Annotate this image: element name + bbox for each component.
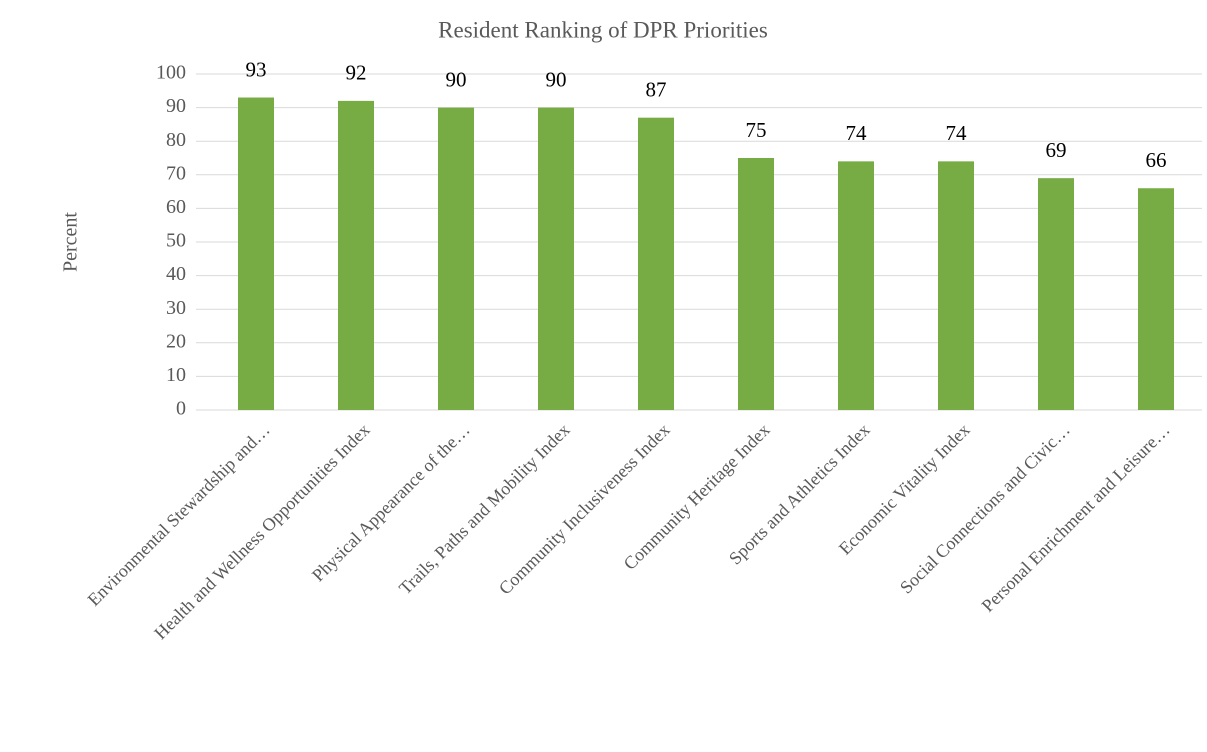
data-label: 92: [346, 61, 367, 85]
data-label: 74: [946, 121, 968, 145]
data-label: 66: [1146, 148, 1167, 172]
x-tick-label: Environmental Stewardship and…: [84, 420, 274, 610]
data-label: 69: [1046, 138, 1067, 162]
y-tick-label: 70: [166, 162, 186, 184]
bar: [838, 161, 874, 410]
bar: [938, 161, 974, 410]
x-tick-label: Community Inclusiveness Index: [495, 420, 674, 599]
bar: [1038, 178, 1074, 410]
chart-title: Resident Ranking of DPR Priorities: [438, 17, 768, 42]
y-tick-label: 90: [166, 95, 186, 117]
data-label: 87: [646, 77, 667, 101]
bar: [638, 117, 674, 411]
bar: [738, 158, 774, 410]
bar: [538, 107, 574, 410]
x-tick-label: Physical Appearance of the…: [308, 420, 474, 586]
y-tick-label: 100: [156, 62, 186, 84]
bar: [438, 107, 474, 410]
y-tick-label: 80: [166, 129, 186, 151]
x-tick-label: Trails, Paths and Mobility Index: [395, 420, 574, 599]
bar: [338, 100, 374, 410]
bar: [1138, 188, 1174, 410]
data-label: 75: [746, 118, 767, 142]
y-tick-label: 10: [166, 364, 186, 386]
y-tick-label: 30: [166, 297, 186, 319]
data-label: 90: [446, 67, 467, 91]
y-tick-label: 60: [166, 196, 186, 218]
y-tick-label: 40: [166, 263, 186, 285]
data-label: 74: [846, 121, 868, 145]
x-tick-label: Health and Wellness Opportunities Index: [150, 420, 374, 644]
bar: [238, 97, 274, 411]
y-axis-label: Percent: [60, 212, 82, 272]
x-tick-label: Personal Enrichment and Leisure…: [978, 420, 1174, 616]
x-tick-label: Social Connections and Civic…: [896, 420, 1074, 598]
y-tick-label: 50: [166, 230, 186, 252]
data-label: 93: [246, 57, 267, 81]
y-tick-label: 0: [176, 398, 186, 420]
data-label: 90: [546, 67, 567, 91]
y-tick-label: 20: [166, 330, 186, 352]
